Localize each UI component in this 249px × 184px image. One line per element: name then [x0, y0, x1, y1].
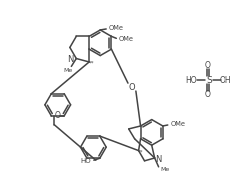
Text: OMe: OMe — [170, 121, 185, 127]
Text: O: O — [54, 111, 60, 120]
Text: **: ** — [88, 61, 94, 66]
Text: O: O — [205, 91, 211, 100]
Text: N: N — [155, 155, 162, 164]
Text: S: S — [206, 76, 212, 85]
Text: HO: HO — [81, 158, 91, 164]
Text: O: O — [128, 83, 135, 92]
Text: O: O — [205, 61, 211, 70]
Text: **: ** — [138, 149, 143, 154]
Text: OMe: OMe — [109, 25, 124, 31]
Text: Me: Me — [160, 167, 169, 172]
Text: N: N — [67, 55, 73, 64]
Text: Me: Me — [64, 68, 73, 73]
Text: HO: HO — [186, 76, 197, 85]
Text: OH: OH — [220, 76, 232, 85]
Text: OMe: OMe — [119, 36, 134, 42]
